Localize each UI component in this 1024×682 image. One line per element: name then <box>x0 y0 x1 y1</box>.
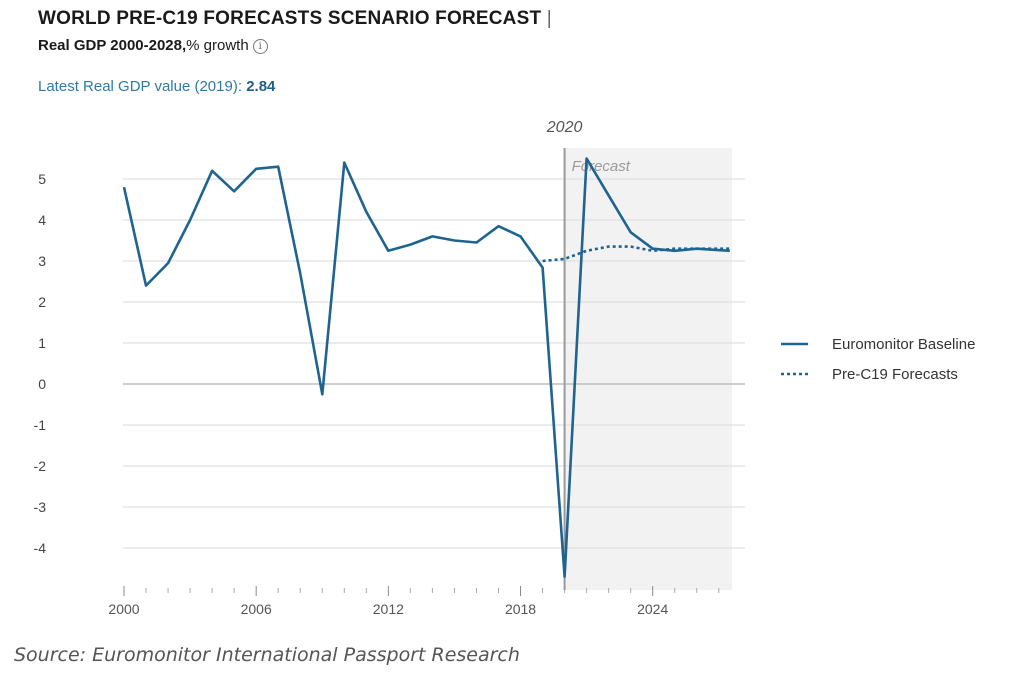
x-tick-label: 2018 <box>505 601 536 617</box>
y-tick-label: -3 <box>34 499 47 515</box>
info-icon[interactable]: i <box>252 39 268 54</box>
chart-subtitle: Real GDP 2000-2028,% growth i <box>38 37 268 54</box>
y-tick-label: 5 <box>38 171 46 187</box>
series-pre-c19-line <box>542 245 730 263</box>
series-baseline-line <box>122 157 730 579</box>
y-tick-label: -1 <box>34 417 47 433</box>
forecast-label: Forecast <box>572 158 631 175</box>
y-tick-label: -4 <box>34 540 47 556</box>
y-tick-label: 1 <box>38 335 46 351</box>
y-tick-label: 3 <box>38 253 46 269</box>
x-tick-label: 2024 <box>637 601 668 617</box>
chart-area: 5 4 3 2 1 0 -1 -2 -3 -4 2000 2006 2012 2018 2024 2020 Fo… <box>34 119 976 617</box>
x-tick-label: 2012 <box>373 601 404 617</box>
x-tick-label: 2006 <box>241 601 272 617</box>
source-note: Source: Euromonitor International Passpo… <box>14 644 520 666</box>
forecast-region <box>564 148 732 590</box>
chart-title: WORLD PRE-C19 FORECASTS SCENARIO FORECAS… <box>38 8 552 29</box>
y-tick-label: 2 <box>38 294 46 310</box>
forecast-year-label: 2020 <box>546 119 583 136</box>
y-tick-label: 0 <box>38 376 46 392</box>
y-tick-label: 4 <box>38 212 46 228</box>
legend-label: Pre-C19 Forecasts <box>832 366 958 383</box>
y-tick-label: -2 <box>34 458 47 474</box>
latest-value-label: Latest Real GDP value (2019): 2.84 <box>38 78 276 95</box>
legend-label: Euromonitor Baseline <box>832 336 975 353</box>
x-tick-label: 2000 <box>108 601 139 617</box>
latest-value: 2.84 <box>246 78 276 95</box>
